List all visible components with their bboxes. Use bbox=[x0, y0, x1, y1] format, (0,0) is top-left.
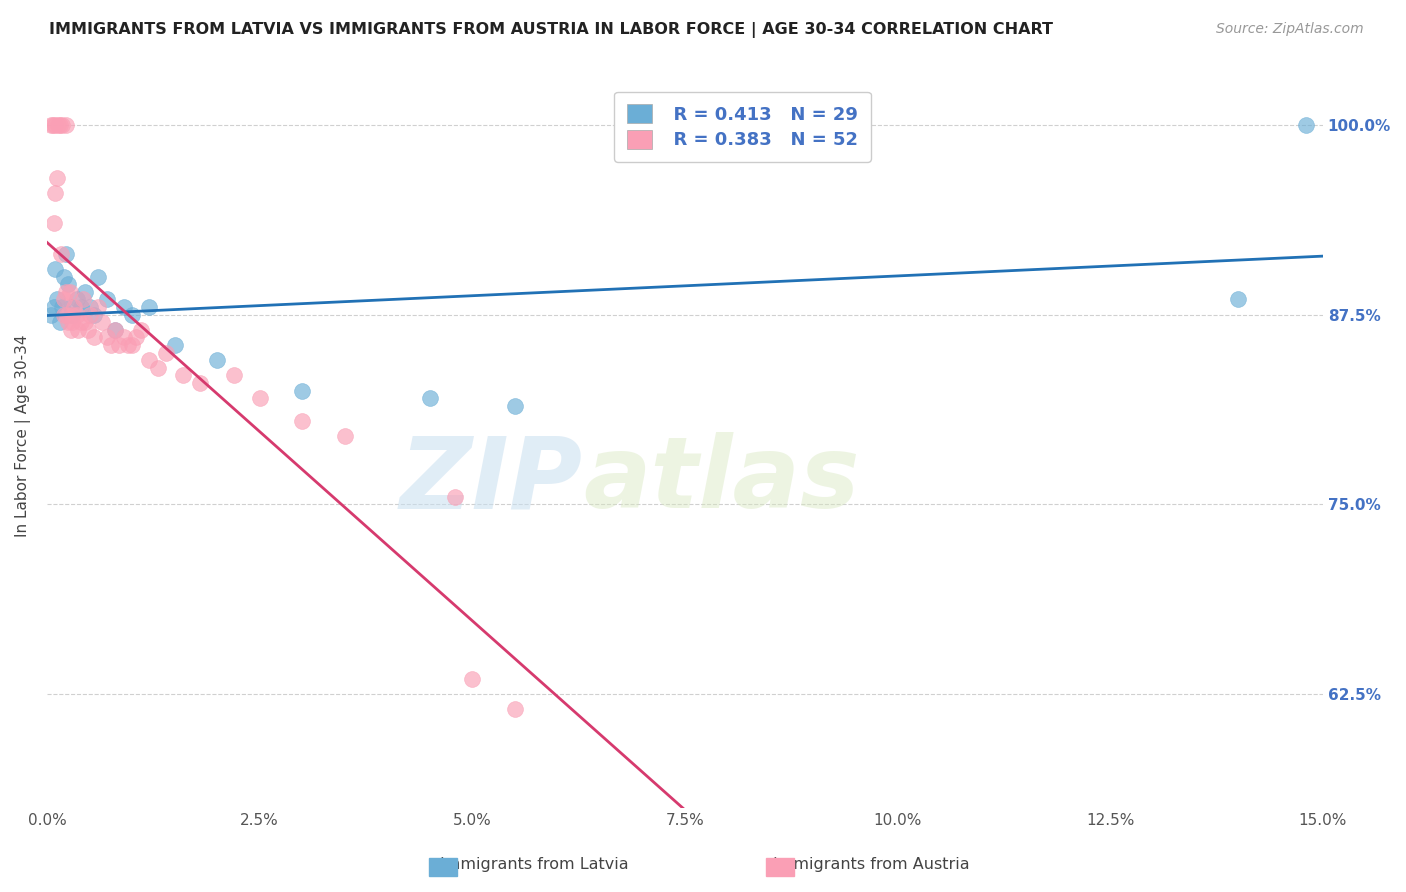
Point bbox=[75, 315, 97, 329]
Point bbox=[138, 300, 160, 314]
Y-axis label: In Labor Force | Age 30-34: In Labor Force | Age 30-34 bbox=[15, 334, 31, 537]
Point bbox=[104, 323, 127, 337]
Point bbox=[419, 391, 441, 405]
Point bbox=[79, 308, 101, 322]
Point bbox=[70, 300, 93, 314]
Point bbox=[53, 308, 76, 322]
Point bbox=[224, 368, 246, 383]
Point bbox=[62, 308, 84, 322]
Point bbox=[83, 330, 105, 344]
Point bbox=[155, 345, 177, 359]
Point bbox=[49, 247, 72, 261]
Point bbox=[121, 338, 143, 352]
Point bbox=[172, 368, 194, 383]
Point bbox=[58, 315, 80, 329]
Point bbox=[83, 308, 105, 322]
Point bbox=[503, 702, 526, 716]
Point bbox=[125, 330, 148, 344]
Point bbox=[87, 300, 110, 314]
Point bbox=[444, 490, 467, 504]
Point bbox=[66, 293, 89, 307]
Point bbox=[117, 338, 139, 352]
Point bbox=[129, 323, 152, 337]
Point bbox=[42, 217, 65, 231]
Point bbox=[44, 186, 66, 201]
Text: Source: ZipAtlas.com: Source: ZipAtlas.com bbox=[1216, 22, 1364, 37]
Point bbox=[333, 429, 356, 443]
Point bbox=[59, 285, 82, 299]
Point bbox=[59, 323, 82, 337]
Point bbox=[1295, 118, 1317, 132]
Point bbox=[100, 338, 122, 352]
Point bbox=[72, 293, 94, 307]
Point bbox=[76, 323, 98, 337]
Point bbox=[70, 315, 93, 329]
Point bbox=[79, 300, 101, 314]
Point bbox=[1226, 293, 1249, 307]
Point bbox=[46, 293, 69, 307]
Point bbox=[291, 414, 314, 428]
Point bbox=[138, 353, 160, 368]
Legend:   R = 0.413   N = 29,   R = 0.383   N = 52: R = 0.413 N = 29, R = 0.383 N = 52 bbox=[614, 92, 870, 162]
Point bbox=[163, 338, 186, 352]
Point bbox=[67, 323, 90, 337]
Text: Immigrants from Latvia: Immigrants from Latvia bbox=[440, 857, 628, 872]
Point bbox=[58, 277, 80, 292]
Text: ZIP: ZIP bbox=[399, 433, 583, 529]
Point bbox=[39, 308, 62, 322]
Point bbox=[55, 118, 77, 132]
Point bbox=[205, 353, 228, 368]
Point bbox=[53, 293, 76, 307]
Point bbox=[96, 330, 118, 344]
Point bbox=[59, 300, 82, 314]
Point bbox=[44, 118, 66, 132]
Point bbox=[39, 118, 62, 132]
Point bbox=[291, 384, 314, 398]
Point bbox=[104, 323, 127, 337]
Point bbox=[42, 118, 65, 132]
Point bbox=[56, 308, 79, 322]
Point bbox=[62, 308, 84, 322]
Point bbox=[188, 376, 211, 390]
Point bbox=[62, 315, 84, 329]
Point bbox=[112, 330, 135, 344]
Text: IMMIGRANTS FROM LATVIA VS IMMIGRANTS FROM AUSTRIA IN LABOR FORCE | AGE 30-34 COR: IMMIGRANTS FROM LATVIA VS IMMIGRANTS FRO… bbox=[49, 22, 1053, 38]
Text: atlas: atlas bbox=[583, 433, 859, 529]
Point bbox=[87, 269, 110, 284]
Point bbox=[48, 118, 70, 132]
Point bbox=[75, 285, 97, 299]
Point bbox=[503, 399, 526, 413]
Point bbox=[46, 118, 69, 132]
Point bbox=[48, 315, 70, 329]
Point bbox=[121, 308, 143, 322]
Point bbox=[146, 360, 169, 375]
Point bbox=[44, 262, 66, 277]
Point bbox=[91, 315, 114, 329]
Point bbox=[66, 308, 89, 322]
Point bbox=[108, 338, 131, 352]
Point bbox=[249, 391, 271, 405]
Point bbox=[461, 672, 484, 686]
Point bbox=[51, 118, 73, 132]
Point bbox=[51, 300, 73, 314]
Point bbox=[46, 170, 69, 185]
Point bbox=[112, 300, 135, 314]
Point bbox=[55, 247, 77, 261]
Point bbox=[55, 285, 77, 299]
Text: Immigrants from Austria: Immigrants from Austria bbox=[773, 857, 970, 872]
Point bbox=[42, 300, 65, 314]
Point bbox=[53, 269, 76, 284]
Point bbox=[96, 293, 118, 307]
Point bbox=[63, 300, 86, 314]
